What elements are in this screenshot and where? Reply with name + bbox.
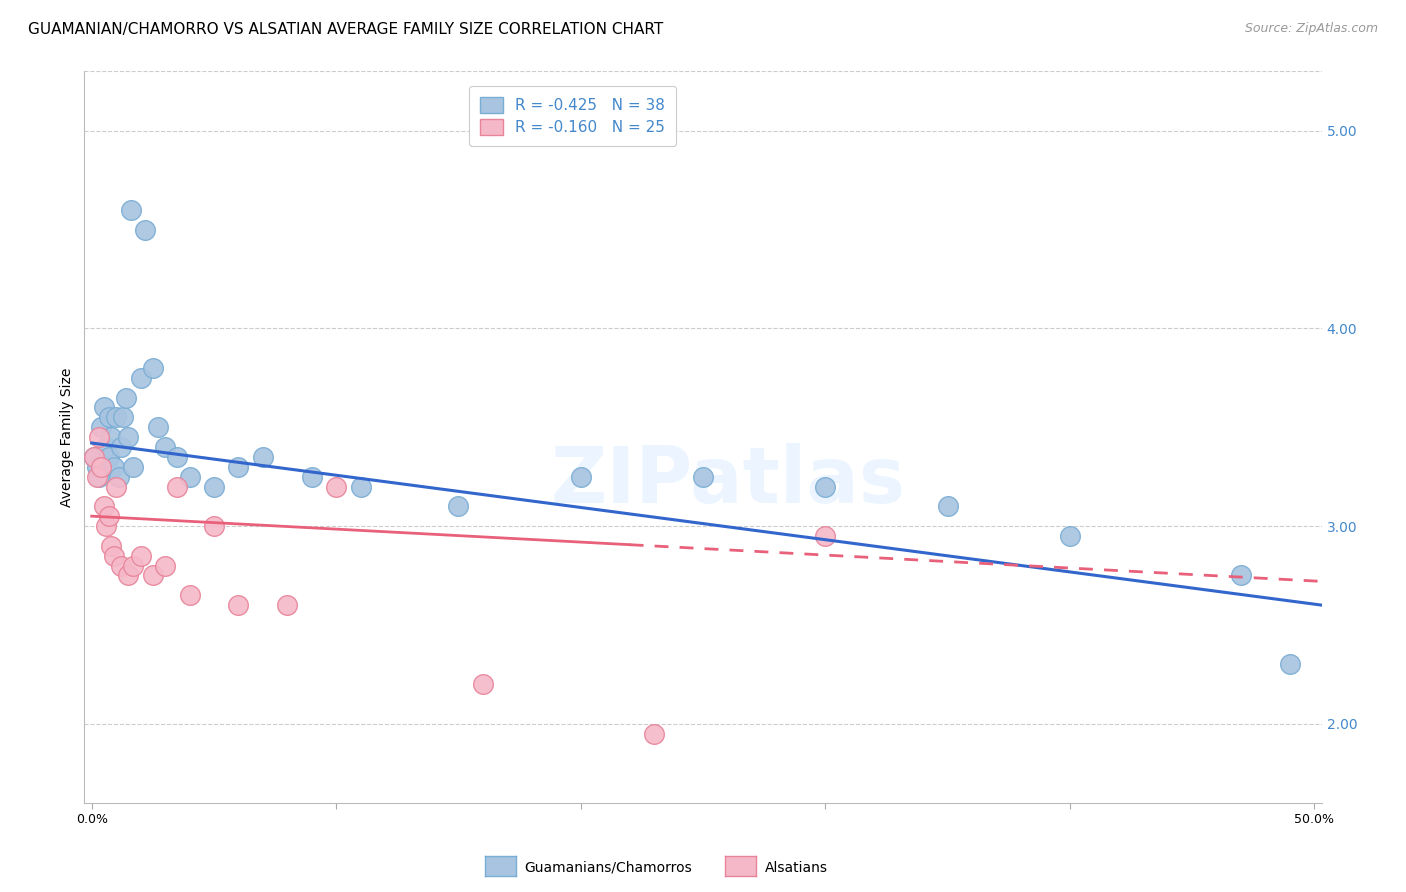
Point xyxy=(179,588,201,602)
Point xyxy=(97,509,120,524)
Point xyxy=(276,598,298,612)
Point xyxy=(93,500,115,514)
Point xyxy=(90,459,112,474)
Point xyxy=(117,568,139,582)
Point xyxy=(100,430,122,444)
Point xyxy=(129,549,152,563)
Point xyxy=(120,202,142,217)
Point xyxy=(122,558,145,573)
Point xyxy=(325,479,347,493)
Point xyxy=(90,420,112,434)
Point xyxy=(117,430,139,444)
Point xyxy=(105,410,128,425)
Point xyxy=(350,479,373,493)
Point xyxy=(471,677,494,691)
Text: Alsatians: Alsatians xyxy=(765,861,828,875)
Point xyxy=(146,420,169,434)
Point xyxy=(129,371,152,385)
Point xyxy=(83,450,105,464)
Point xyxy=(87,430,110,444)
Point xyxy=(814,479,837,493)
Point xyxy=(87,469,110,483)
Point xyxy=(252,450,274,464)
Point xyxy=(103,549,125,563)
Point xyxy=(86,469,108,483)
Point xyxy=(301,469,323,483)
Point xyxy=(122,459,145,474)
Text: ZIPatlas: ZIPatlas xyxy=(550,443,905,519)
Point xyxy=(202,479,225,493)
Point xyxy=(96,519,118,533)
Point xyxy=(692,469,714,483)
Point xyxy=(110,558,132,573)
Point xyxy=(228,459,250,474)
Point xyxy=(142,568,165,582)
Text: GUAMANIAN/CHAMORRO VS ALSATIAN AVERAGE FAMILY SIZE CORRELATION CHART: GUAMANIAN/CHAMORRO VS ALSATIAN AVERAGE F… xyxy=(28,22,664,37)
Text: Guamanians/Chamorros: Guamanians/Chamorros xyxy=(524,861,692,875)
Point xyxy=(569,469,592,483)
Point xyxy=(153,440,176,454)
Y-axis label: Average Family Size: Average Family Size xyxy=(60,368,75,507)
Point xyxy=(103,459,125,474)
Point xyxy=(107,469,129,483)
Point xyxy=(112,410,135,425)
Point xyxy=(97,450,120,464)
Point xyxy=(86,459,108,474)
Point xyxy=(643,726,665,740)
Point xyxy=(97,410,120,425)
Text: Source: ZipAtlas.com: Source: ZipAtlas.com xyxy=(1244,22,1378,36)
Point xyxy=(110,440,132,454)
Point xyxy=(93,401,115,415)
Point xyxy=(142,360,165,375)
Point xyxy=(166,450,188,464)
Legend: R = -0.425   N = 38, R = -0.160   N = 25: R = -0.425 N = 38, R = -0.160 N = 25 xyxy=(470,87,676,145)
Point xyxy=(100,539,122,553)
Point xyxy=(1230,568,1253,582)
Point xyxy=(115,391,138,405)
Point xyxy=(202,519,225,533)
Point xyxy=(1059,529,1081,543)
Point xyxy=(179,469,201,483)
Point xyxy=(447,500,470,514)
Point xyxy=(936,500,959,514)
Point xyxy=(105,479,128,493)
Point xyxy=(814,529,837,543)
Point xyxy=(83,450,105,464)
Point xyxy=(153,558,176,573)
Point xyxy=(166,479,188,493)
Point xyxy=(228,598,250,612)
Point xyxy=(134,222,156,236)
Point xyxy=(1278,657,1301,672)
Point xyxy=(96,440,118,454)
